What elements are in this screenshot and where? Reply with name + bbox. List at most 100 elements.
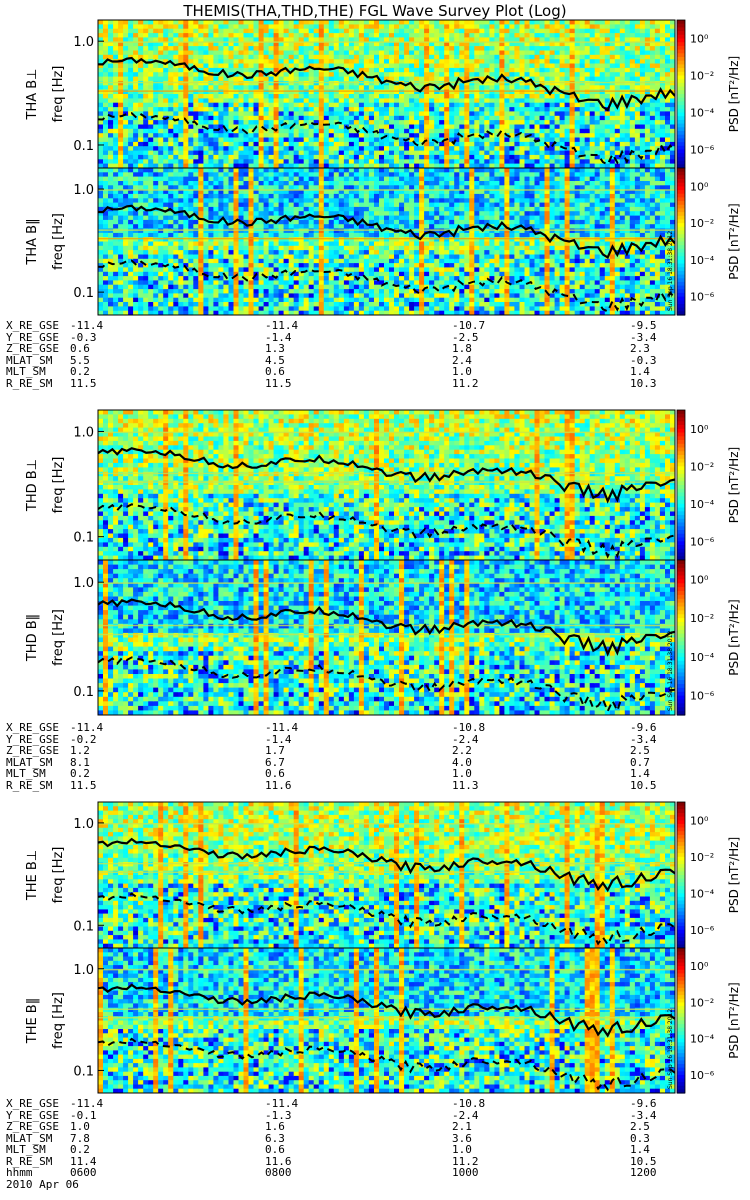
freq-axis-label: freq [Hz] bbox=[51, 609, 66, 666]
ephemeris-value: 3.6 bbox=[452, 1132, 472, 1145]
ephemeris-value: -1.4 bbox=[265, 331, 292, 344]
solid-line bbox=[98, 598, 675, 657]
ephemeris-value: -3.4 bbox=[630, 733, 657, 746]
colorbar-tick-label: 10⁻² bbox=[690, 460, 714, 473]
ephemeris-value: 0.6 bbox=[265, 768, 285, 780]
ephemeris-label: X_RE_GSE bbox=[6, 320, 59, 332]
ephemeris-value: 1.3 bbox=[265, 343, 285, 355]
dashed-line bbox=[98, 1037, 675, 1092]
panel-frame bbox=[97, 947, 676, 1094]
ephemeris-value: -1.4 bbox=[265, 733, 292, 746]
ephemeris-label: Z_RE_GSE bbox=[6, 745, 59, 757]
ephemeris-value: 4.0 bbox=[452, 756, 472, 769]
y-tick-label: 0.1 bbox=[73, 139, 94, 154]
spectrogram-image bbox=[98, 20, 675, 168]
ephemeris-value: 1.4 bbox=[630, 366, 650, 378]
ephemeris-label: R_RE_SM bbox=[6, 377, 52, 390]
colorbar-tick-label: 10⁻⁴ bbox=[690, 651, 715, 664]
colorbar-tick-label: 10⁰ bbox=[690, 33, 709, 46]
spectrogram-panel-3: 1.0 0.1 THD B⊥ freq [Hz] 10⁰ 10⁻² 10⁻⁴ 10⁻⁶ PSD … bbox=[25, 409, 741, 561]
y-tick-label: 0.1 bbox=[73, 531, 94, 546]
ephemeris-value: -0.3 bbox=[70, 331, 97, 344]
colorbar-label: PSD [nT²/Hz] bbox=[727, 837, 741, 913]
colorbar-tick-label: 10⁰ bbox=[690, 573, 709, 586]
colorbar-label: PSD [nT²/Hz] bbox=[727, 599, 741, 675]
colorbar-tick-label: 10⁻² bbox=[690, 612, 714, 625]
ephemeris-value: 0600 bbox=[70, 1167, 97, 1179]
colorbar: 10⁰ 10⁻² 10⁻⁴ 10⁻⁶ PSD [nT²/Hz] bbox=[676, 801, 741, 949]
ephemeris-value: 11.6 bbox=[265, 779, 292, 792]
y-tick-label: 0.1 bbox=[73, 286, 94, 301]
colorbar-tick-label: 10⁻⁴ bbox=[690, 1033, 715, 1046]
ephemeris-value: 6.7 bbox=[265, 756, 285, 769]
colorbar-tick-label: 10⁻⁴ bbox=[690, 254, 715, 267]
colorbar: 10⁰ 10⁻² 10⁻⁴ 10⁻⁶ PSD [nT²/Hz] bbox=[676, 167, 741, 316]
colorbar-tick-label: 10⁻⁶ bbox=[690, 924, 715, 937]
ephemeris-label: Z_RE_GSE bbox=[6, 343, 59, 355]
ephemeris-value: -1.3 bbox=[265, 1109, 292, 1122]
colorbar: 10⁰ 10⁻² 10⁻⁴ 10⁻⁶ PSD [nT²/Hz] bbox=[676, 947, 741, 1094]
ephemeris-value: 0.6 bbox=[265, 366, 285, 378]
ephemeris-label: MLAT_SM bbox=[6, 756, 52, 769]
ephemeris-value: 1.4 bbox=[630, 1144, 650, 1156]
ephemeris-value: 2.4 bbox=[452, 354, 472, 367]
colorbar-label: PSD [nT²/Hz] bbox=[727, 982, 741, 1058]
ephemeris-value: -2.4 bbox=[452, 1109, 479, 1122]
ephemeris-value: -0.3 bbox=[630, 354, 657, 367]
ephemeris-label: MLAT_SM bbox=[6, 354, 52, 367]
ephemeris-value: -11.4 bbox=[70, 1098, 103, 1110]
ephemeris-value: -10.8 bbox=[452, 1098, 485, 1110]
colorbar-tick-label: 10⁻² bbox=[690, 851, 714, 864]
dashed-line bbox=[98, 259, 675, 313]
y-tick-label: 0.1 bbox=[73, 1064, 94, 1079]
spectrogram-image bbox=[98, 168, 675, 315]
ephemeris-value: 11.2 bbox=[452, 1155, 479, 1168]
ephemeris-value: 11.4 bbox=[70, 1155, 97, 1168]
colorbar-tick-label: 10⁰ bbox=[690, 180, 709, 193]
ephemeris-value: -0.1 bbox=[70, 1109, 97, 1122]
y-tick-label: 1.0 bbox=[73, 817, 94, 832]
ephemeris-value: 1.4 bbox=[630, 768, 650, 780]
freq-axis-label: freq [Hz] bbox=[51, 992, 66, 1049]
ephemeris-value: 1.2 bbox=[70, 745, 90, 757]
ephemeris-value: 1000 bbox=[452, 1167, 479, 1179]
colorbar-tick-label: 10⁰ bbox=[690, 423, 709, 436]
colorbar: 10⁰ 10⁻² 10⁻⁴ 10⁻⁶ PSD [nT²/Hz] bbox=[676, 409, 741, 561]
solid-line bbox=[98, 837, 675, 893]
spectrogram-panel-4: 1.0 0.1 THD B‖ freq [Hz] 10⁰ 10⁻² 10⁻⁴ 10⁻⁶ PSD … bbox=[25, 559, 741, 716]
ephemeris-value: 4.5 bbox=[265, 354, 285, 367]
timestamp-stamp: Sun Sep 16 18:31:38 2012 bbox=[667, 631, 674, 711]
ephemeris-label: Y_RE_GSE bbox=[6, 1109, 59, 1122]
freq-axis-label: freq [Hz] bbox=[51, 847, 66, 904]
ephemeris-value: 2.2 bbox=[452, 745, 472, 757]
solid-line bbox=[98, 447, 675, 504]
y-tick-label: 1.0 bbox=[73, 183, 94, 198]
panel-label: THE B‖ bbox=[25, 998, 40, 1044]
dashed-line bbox=[98, 656, 675, 714]
timestamp-stamp: Sun Sep 16 18:31:38 2012 bbox=[667, 1009, 674, 1089]
panel-label: THA B⊥ bbox=[25, 69, 40, 121]
ephemeris-value: 2.5 bbox=[630, 745, 650, 757]
ephemeris-value: -11.4 bbox=[265, 1098, 298, 1110]
ephemeris-value: 0.6 bbox=[265, 1144, 285, 1156]
freq-axis-label: freq [Hz] bbox=[51, 457, 66, 514]
ephemeris-value: 2.1 bbox=[452, 1121, 472, 1133]
ephemeris-value: -11.4 bbox=[265, 722, 298, 734]
colorbar-tick-label: 10⁻⁶ bbox=[690, 690, 715, 703]
ephemeris-label: Y_RE_GSE bbox=[6, 733, 59, 746]
ephemeris-label: MLAT_SM bbox=[6, 1132, 52, 1145]
colorbar-label: PSD [nT²/Hz] bbox=[727, 447, 741, 523]
ephemeris-label: X_RE_GSE bbox=[6, 1098, 59, 1110]
ephemeris-value: 1.6 bbox=[265, 1121, 285, 1133]
spectrogram-image bbox=[98, 948, 675, 1093]
ephemeris-label: Z_RE_GSE bbox=[6, 1121, 59, 1133]
panel-label: THD B⊥ bbox=[25, 459, 40, 512]
colorbar-tick-label: 10⁻² bbox=[690, 217, 714, 230]
ephemeris-value: -9.5 bbox=[630, 320, 657, 332]
ephemeris-value: 0800 bbox=[265, 1167, 292, 1179]
ephemeris-value: 5.5 bbox=[70, 354, 90, 367]
date-label: 2010 Apr 06 bbox=[6, 1178, 79, 1191]
spectrogram-panel-1: 1.0 0.1 THA B⊥ freq [Hz] 10⁰ 10⁻² 10⁻⁴ 10⁻⁶ PSD … bbox=[25, 19, 741, 169]
y-tick-label: 0.1 bbox=[73, 919, 94, 934]
